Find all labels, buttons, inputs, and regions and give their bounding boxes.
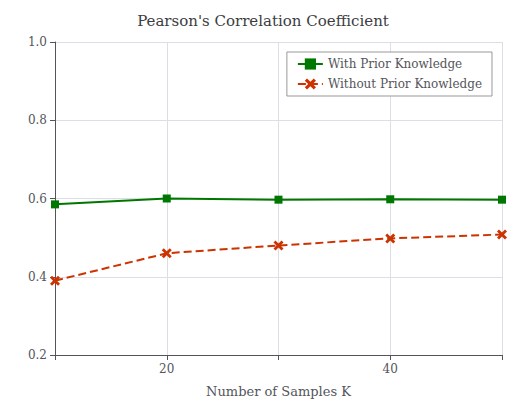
svg-text:0.8: 0.8: [28, 113, 47, 127]
svg-text:Without Prior Knowledge: Without Prior Knowledge: [328, 77, 482, 91]
svg-text:20: 20: [159, 362, 174, 376]
svg-text:1.0: 1.0: [28, 35, 47, 49]
svg-text:0.2: 0.2: [28, 348, 47, 362]
svg-text:0.6: 0.6: [28, 192, 47, 206]
svg-text:Number of Samples K: Number of Samples K: [206, 384, 351, 399]
svg-text:0.4: 0.4: [28, 270, 47, 284]
svg-text:With Prior Knowledge: With Prior Knowledge: [328, 57, 462, 71]
svg-text:40: 40: [383, 362, 398, 376]
svg-text:Pearson's Correlation Coeffici: Pearson's Correlation Coefficient: [137, 12, 389, 30]
